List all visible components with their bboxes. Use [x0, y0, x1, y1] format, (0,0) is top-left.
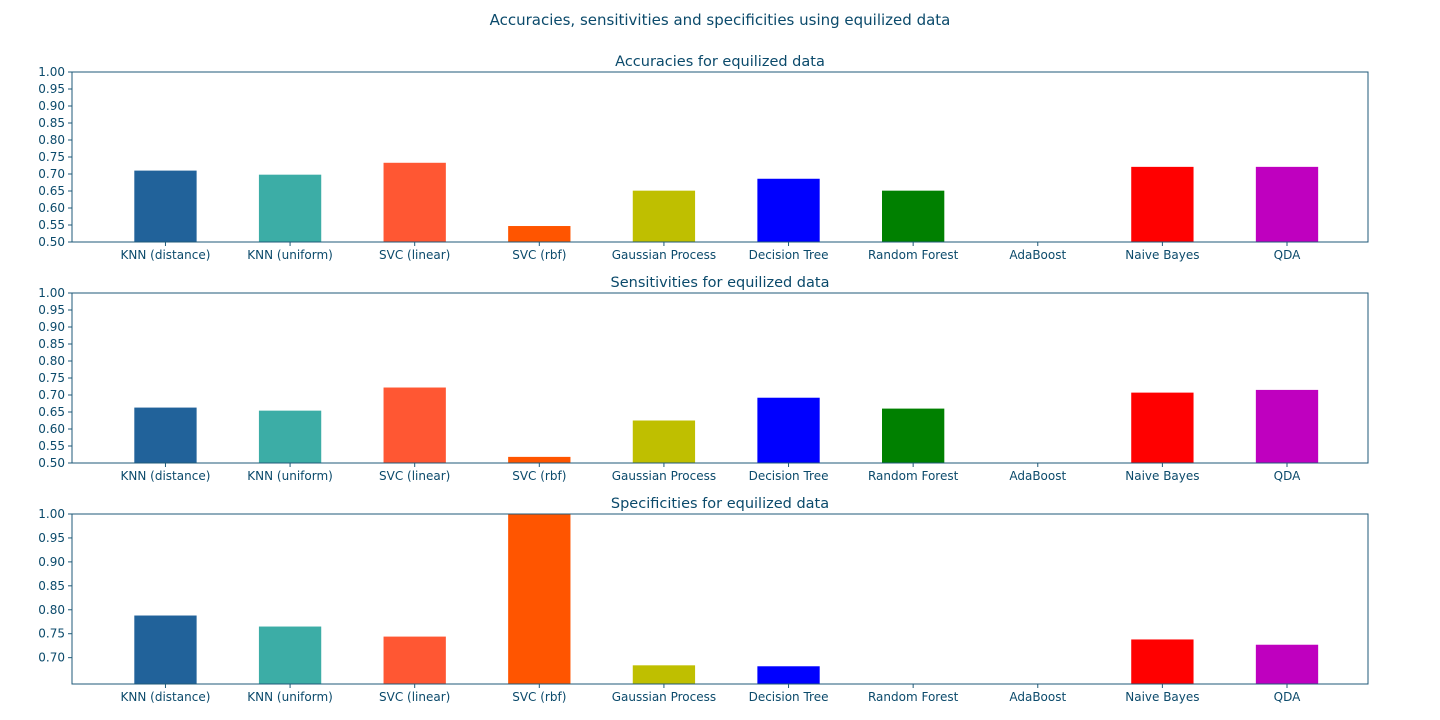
- accuracies-bar-6: [757, 178, 820, 242]
- accuracies-xtick-label: Naive Bayes: [1125, 248, 1199, 262]
- accuracies-xtick-label: AdaBoost: [1009, 248, 1066, 262]
- sensitivities-panel: Sensitivities for equilized data 0.50 0.5…: [38, 275, 1369, 483]
- accuracies-ytick-label: 0.95: [38, 82, 65, 96]
- sensitivities-xtick-label: Decision Tree: [749, 469, 829, 483]
- sensitivities-ytick-label: 0.65: [38, 405, 65, 419]
- accuracies-ytick-label: 0.55: [38, 218, 65, 232]
- specificities-panel: Specificities for equilized data 0.70 0.7…: [38, 496, 1369, 704]
- specificities-ytick-label: 0.85: [38, 579, 65, 593]
- accuracies-xtick-label: KNN (uniform): [247, 248, 333, 262]
- sensitivities-xtick-label: SVC (linear): [379, 469, 450, 483]
- specificities-xtick-label: Gaussian Process: [612, 690, 716, 704]
- accuracies-ytick-label: 0.50: [38, 235, 65, 249]
- specificities-bar-2: [258, 626, 322, 684]
- specificities-bar-10: [1255, 644, 1319, 684]
- sensitivities-bar-2: [258, 410, 322, 463]
- specificities-bar-3: [383, 636, 446, 684]
- sensitivities-bar-7: [882, 408, 945, 463]
- specificities-xtick-label: SVC (linear): [379, 690, 450, 704]
- sensitivities-xtick-label: KNN (distance): [121, 469, 211, 483]
- accuracies-ytick-label: 0.90: [38, 99, 65, 113]
- sensitivities-bar-9: [1131, 392, 1194, 463]
- accuracies-bar-2: [258, 174, 322, 242]
- sensitivities-ytick-label: 0.95: [38, 303, 65, 317]
- specificities-bar-6: [757, 666, 820, 684]
- accuracies-xtick-label: Gaussian Process: [612, 248, 716, 262]
- sensitivities-bar-3: [383, 387, 446, 463]
- sensitivities-bar-4: [508, 456, 571, 463]
- sensitivities-bar-10: [1255, 389, 1319, 463]
- sensitivities-ytick-label: 0.90: [38, 320, 65, 334]
- accuracies-bar-9: [1131, 166, 1194, 242]
- specificities-bar-1: [134, 615, 197, 684]
- specificities-xtick-label: Decision Tree: [749, 690, 829, 704]
- sensitivities-ytick-label: 1.00: [38, 286, 65, 300]
- accuracies-bar-10: [1255, 166, 1319, 242]
- sensitivities-bar-5: [632, 420, 696, 463]
- specificities-ytick-label: 0.95: [38, 531, 65, 545]
- specificities-ytick-label: 0.90: [38, 555, 65, 569]
- specificities-ytick-label: 0.70: [38, 651, 65, 665]
- accuracies-xtick-label: SVC (rbf): [512, 248, 566, 262]
- specificities-bar-5: [632, 665, 696, 684]
- accuracies-panel: Accuracies for equilized data 0.50 0.55 0.…: [38, 54, 1369, 262]
- sensitivities-title: Sensitivities for equilized data: [611, 275, 830, 291]
- accuracies-ytick-label: 0.70: [38, 167, 65, 181]
- sensitivities-xtick-label: KNN (uniform): [247, 469, 333, 483]
- specificities-xtick-label: AdaBoost: [1009, 690, 1066, 704]
- sensitivities-bar-1: [134, 407, 197, 463]
- sensitivities-ytick-label: 0.60: [38, 422, 65, 436]
- accuracies-xtick-label: QDA: [1274, 248, 1301, 262]
- accuracies-ytick-label: 0.85: [38, 116, 65, 130]
- accuracies-ytick-label: 0.75: [38, 150, 65, 164]
- sensitivities-ytick-label: 0.85: [38, 337, 65, 351]
- sensitivities-ytick-label: 0.50: [38, 456, 65, 470]
- accuracies-xtick-label: SVC (linear): [379, 248, 450, 262]
- specificities-xtick-label: KNN (distance): [121, 690, 211, 704]
- sensitivities-xtick-label: QDA: [1274, 469, 1301, 483]
- accuracies-xtick-label: KNN (distance): [121, 248, 211, 262]
- sensitivities-ytick-label: 0.55: [38, 439, 65, 453]
- accuracies-ytick-label: 0.60: [38, 201, 65, 215]
- sensitivities-xtick-label: AdaBoost: [1009, 469, 1066, 483]
- specificities-title: Specificities for equilized data: [611, 496, 829, 512]
- specificities-bar-4: [508, 514, 571, 684]
- specificities-ytick-label: 1.00: [38, 507, 65, 521]
- accuracies-title: Accuracies for equilized data: [615, 54, 825, 70]
- sensitivities-ytick-label: 0.80: [38, 354, 65, 368]
- figure-suptitle: Accuracies, sensitivities and specificit…: [490, 11, 951, 29]
- accuracies-bar-7: [882, 190, 945, 242]
- accuracies-ytick-label: 0.80: [38, 133, 65, 147]
- specificities-xtick-label: QDA: [1274, 690, 1301, 704]
- specificities-axes-frame: [71, 513, 1369, 685]
- accuracies-bar-4: [508, 226, 571, 242]
- accuracies-xtick-label: Decision Tree: [749, 248, 829, 262]
- accuracies-bar-3: [383, 162, 446, 242]
- sensitivities-xtick-label: Random Forest: [868, 469, 959, 483]
- sensitivities-xtick-label: Naive Bayes: [1125, 469, 1199, 483]
- specificities-ytick-label: 0.75: [38, 627, 65, 641]
- specificities-xtick-label: KNN (uniform): [247, 690, 333, 704]
- sensitivities-ytick-label: 0.70: [38, 388, 65, 402]
- sensitivities-bar-6: [757, 397, 820, 463]
- accuracies-bar-1: [134, 170, 197, 242]
- sensitivities-xtick-label: SVC (rbf): [512, 469, 566, 483]
- accuracies-ytick-label: 0.65: [38, 184, 65, 198]
- sensitivities-xtick-label: Gaussian Process: [612, 469, 716, 483]
- accuracies-xtick-label: Random Forest: [868, 248, 959, 262]
- specificities-xtick-label: Random Forest: [868, 690, 959, 704]
- accuracies-ytick-label: 1.00: [38, 65, 65, 79]
- accuracies-bar-5: [632, 190, 696, 242]
- specificities-xtick-label: Naive Bayes: [1125, 690, 1199, 704]
- specificities-ytick-label: 0.80: [38, 603, 65, 617]
- specificities-bar-9: [1131, 639, 1194, 684]
- sensitivities-ytick-label: 0.75: [38, 371, 65, 385]
- specificities-xtick-label: SVC (rbf): [512, 690, 566, 704]
